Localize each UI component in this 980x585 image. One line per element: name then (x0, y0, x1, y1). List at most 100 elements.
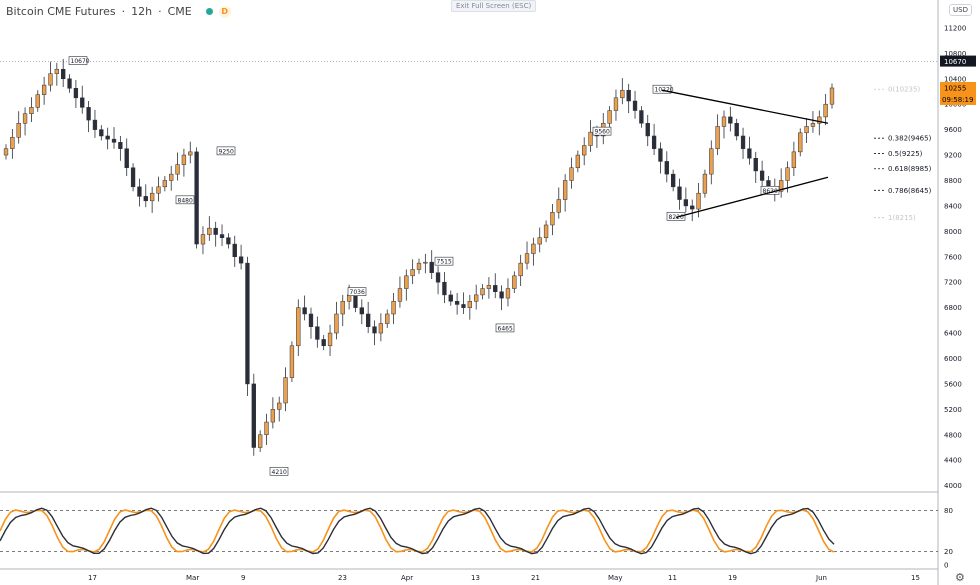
candle-body (664, 161, 669, 175)
countdown-label: 09:58:19 (942, 96, 973, 104)
candle-body (639, 110, 644, 124)
candle-body (467, 301, 472, 308)
price-annotation: 6465 (498, 325, 513, 332)
candle-body (785, 167, 790, 181)
candle-body (715, 126, 720, 149)
candle-body (486, 285, 492, 289)
candle-body (823, 103, 828, 118)
price-annotation: 7515 (437, 259, 452, 266)
time-tick-label: Mar (186, 574, 199, 582)
candle-body (798, 132, 803, 153)
time-tick-label: Jun (815, 574, 827, 582)
price-annotation: 4210 (272, 469, 287, 476)
candle-body (817, 116, 822, 124)
candle-body (670, 173, 676, 188)
candle-body (493, 285, 498, 292)
candle-body (385, 313, 390, 324)
oscillator-tick-label: 80 (944, 507, 953, 515)
candle-body (448, 294, 453, 302)
settings-gear-icon[interactable]: ⚙ (955, 571, 965, 584)
candle-body (270, 409, 276, 423)
candle-body (632, 100, 638, 111)
price-annotation-box (175, 195, 195, 205)
price-annotation-box (666, 212, 686, 221)
candle-body (169, 173, 174, 181)
candle-body (130, 167, 136, 188)
fib-level-label: 1(8215) (888, 214, 916, 222)
candle-body (791, 151, 797, 169)
fib-level-label: 0.382(9465) (888, 135, 932, 143)
candle-body (518, 262, 523, 277)
price-annotation-box (652, 84, 672, 94)
price-annotation: 10670 (71, 58, 90, 65)
candle-body (162, 180, 168, 188)
candle-body (454, 301, 460, 305)
candle-body (41, 84, 47, 95)
candle-body (92, 119, 98, 130)
time-tick-label: 9 (241, 574, 245, 582)
price-annotation-box (434, 256, 454, 266)
candle-body (556, 199, 561, 213)
candle-body (137, 186, 142, 197)
high-price-label: 10670 (944, 58, 966, 66)
currency-button[interactable]: USD (949, 4, 972, 16)
candle-body (99, 129, 104, 137)
price-tick-label: 6400 (944, 330, 962, 338)
candle-body (690, 205, 695, 210)
price-tick-label: 4800 (944, 431, 962, 439)
symbol-name[interactable]: Bitcoin CME Futures (6, 5, 116, 18)
candle-body (474, 294, 479, 302)
candle-body (35, 94, 40, 108)
price-annotation-box (269, 466, 289, 476)
candle-body (283, 377, 288, 404)
time-tick-label: 13 (471, 574, 480, 582)
candle-body (61, 68, 66, 80)
candle-body (118, 142, 123, 149)
candle-body (251, 383, 256, 448)
price-annotation: 8480 (178, 197, 193, 204)
candle-body (423, 261, 428, 264)
candle-body (766, 180, 771, 188)
candle-body (531, 243, 536, 254)
candle-body (86, 107, 91, 121)
chart-header: Bitcoin CME Futures · 12h · CME D (6, 5, 231, 18)
candle-body (429, 261, 434, 273)
oscillator-tick-label: 0 (944, 562, 948, 570)
candle-body (607, 110, 612, 124)
candle-body (499, 291, 504, 299)
price-annotation-box (495, 323, 515, 333)
candle-body (779, 180, 784, 192)
data-badge: D (218, 5, 231, 18)
candle-body (124, 148, 129, 169)
candle-body (734, 123, 739, 137)
candle-body (194, 151, 199, 245)
time-tick-label: May (608, 574, 622, 582)
candle-body (480, 288, 485, 296)
time-tick-label: 11 (668, 574, 677, 582)
candle-body (277, 402, 282, 410)
price-annotation: 8630 (763, 188, 778, 195)
candle-body (435, 272, 441, 283)
candle-body (442, 281, 447, 296)
time-tick-label: 23 (338, 574, 347, 582)
price-tick-label: 7200 (944, 279, 962, 287)
candle-body (696, 192, 701, 210)
candle-body (378, 323, 384, 334)
price-annotation-box (347, 287, 367, 296)
candle-body (3, 148, 9, 156)
candle-body (397, 288, 403, 302)
interval-label[interactable]: 12h (131, 5, 153, 18)
candle-body (175, 164, 180, 175)
price-annotation: 7036 (350, 289, 365, 296)
time-tick-label: 17 (88, 574, 97, 582)
candle-body (213, 227, 218, 235)
price-tick-label: 6000 (944, 355, 962, 363)
candle-body (366, 313, 371, 327)
candle-body (80, 97, 85, 108)
price-tick-label: 5600 (944, 380, 962, 388)
candle-body (416, 262, 422, 270)
high-price-tag (940, 55, 976, 67)
exit-fullscreen-button[interactable]: Exit Full Screen (ESC) (451, 0, 537, 12)
price-tick-label: 8800 (944, 177, 962, 185)
